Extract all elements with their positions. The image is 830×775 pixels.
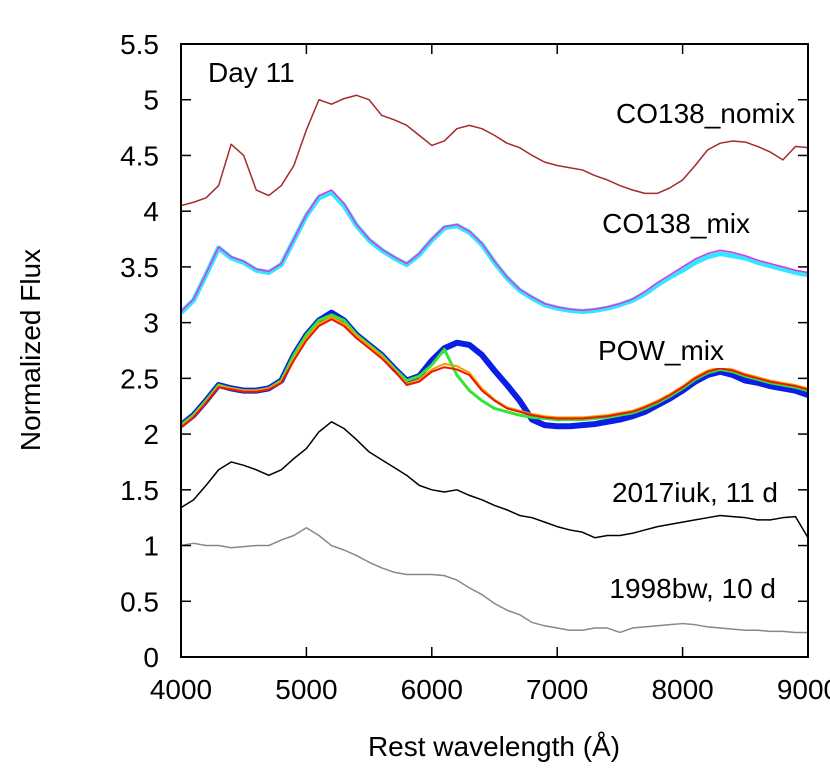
y-tick-label: 2: [143, 419, 159, 450]
y-tick-label: 1: [143, 531, 159, 562]
x-tick-label: 6000: [401, 674, 463, 705]
plot-lines: [181, 94, 808, 634]
annotation: Day 11: [208, 57, 295, 88]
y-tick-label: 3: [143, 308, 159, 339]
y-tick-label: 0: [143, 642, 159, 673]
series-label: CO138_nomix: [616, 98, 795, 129]
axes: 0 0.5 1 1.5 2 2.5 3 3.5 4 4.5 5 5.5 4000 5000 6000 7000…: [120, 29, 830, 705]
label-background: [598, 206, 754, 241]
x-axis-label: Rest wavelength (Å): [368, 731, 620, 762]
x-tick-label: 4000: [150, 674, 212, 705]
y-tick-label: 4.5: [120, 140, 159, 171]
series-label: 1998bw, 10 d: [609, 573, 776, 604]
series-line: [181, 318, 808, 429]
y-tick-label: 4: [143, 196, 159, 227]
plot-frame: [180, 43, 809, 658]
x-tick-label: 7000: [526, 674, 588, 705]
label-background: [594, 333, 728, 368]
y-tick-label: 2.5: [120, 363, 159, 394]
label-background: [605, 571, 780, 606]
y-tick-label: 5: [143, 85, 159, 116]
series-line: [181, 189, 808, 313]
series-line: [181, 94, 808, 207]
series-labels: CO138_nomix CO138_mix POW_mix 2017iuk, 11 d…: [594, 96, 799, 606]
series-label: 2017iuk, 11 d: [612, 477, 778, 508]
series-label: POW_mix: [598, 335, 724, 366]
series-label: CO138_mix: [602, 208, 750, 239]
series-line: [181, 421, 808, 539]
y-tick-label: 5.5: [120, 29, 159, 60]
y-tick-label: 0.5: [120, 586, 159, 617]
label-background: [607, 475, 782, 510]
label-background: [612, 96, 799, 131]
x-tick-label: 9000: [777, 674, 830, 705]
series-line: [181, 526, 808, 634]
y-tick-label: 3.5: [120, 252, 159, 283]
y-axis-label: Normalized Flux: [15, 249, 46, 451]
x-tick-label: 5000: [275, 674, 337, 705]
y-tick-label: 1.5: [120, 475, 159, 506]
x-tick-label: 8000: [651, 674, 713, 705]
